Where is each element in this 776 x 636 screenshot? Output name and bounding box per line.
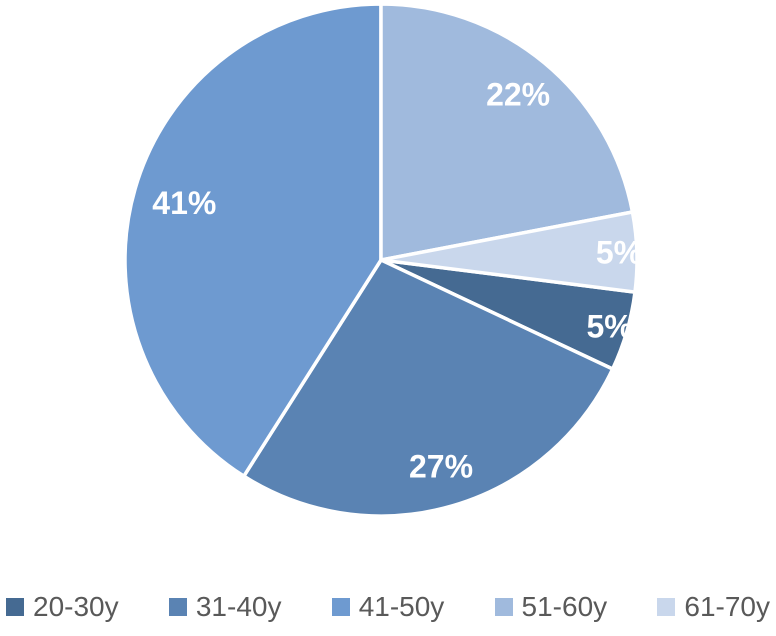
slice-label-31-40y: 27% xyxy=(409,449,473,485)
legend-label-51-60y: 51-60y xyxy=(521,591,608,622)
legend-item-20-30y: 20-30y xyxy=(6,593,119,621)
legend-swatch-61-70y xyxy=(657,598,676,616)
legend-swatch-41-50y xyxy=(331,598,350,616)
legend-item-61-70y: 61-70y xyxy=(657,593,770,621)
chart-legend: 20-30y 31-40y 41-50y 51-60y 61-70y xyxy=(0,578,776,636)
legend-label-41-50y: 41-50y xyxy=(358,591,445,622)
legend-swatch-20-30y xyxy=(6,598,24,616)
pie-chart: 5% 27% 41% 22% 5% xyxy=(123,2,642,518)
legend-label-61-70y: 61-70y xyxy=(684,591,770,622)
slice-label-20-30y: 5% xyxy=(586,308,632,344)
pie-slice-61-70y xyxy=(379,210,639,294)
slice-label-61-70y: 5% xyxy=(596,235,642,271)
legend-item-31-40y: 31-40y xyxy=(168,591,282,622)
legend-item-51-60y: 51-60y xyxy=(494,591,608,622)
pie-slice-41-50y xyxy=(123,2,383,478)
legend-label-20-30y: 20-30y xyxy=(33,591,119,622)
pie-slice-51-60y xyxy=(379,2,635,262)
pie-slice-31-40y xyxy=(242,258,615,518)
legend-label-31-40y: 31-40y xyxy=(195,591,282,622)
legend-swatch-31-40y xyxy=(168,598,187,616)
slice-label-51-60y: 22% xyxy=(486,76,550,112)
legend-swatch-51-60y xyxy=(494,598,513,616)
legend-item-41-50y: 41-50y xyxy=(331,591,445,622)
slice-label-41-50y: 41% xyxy=(152,185,216,221)
